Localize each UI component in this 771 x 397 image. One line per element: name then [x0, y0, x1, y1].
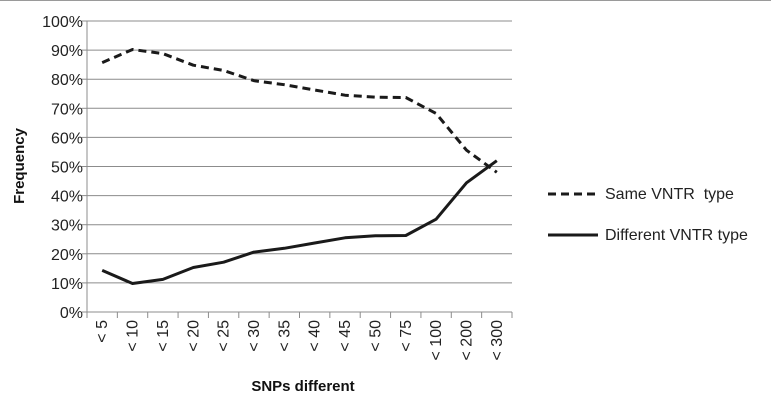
y-tick-label: 80% — [51, 72, 83, 89]
x-axis-ticks: < 5 < 10 < 15 < 20 < 25 < 30 < 35 < 40 < 45 < 50 <… — [86, 312, 513, 361]
legend-label-same-vntr: Same VNTR type — [605, 186, 734, 203]
x-tick-label: < 40 — [307, 320, 324, 352]
series-line-same-vntr — [101, 48, 498, 174]
x-tick-label: < 100 — [428, 320, 445, 361]
series-line-different-vntr — [101, 159, 498, 285]
legend-label-different-vntr: Different VNTR type — [605, 227, 748, 244]
y-tick-label: 30% — [51, 218, 83, 235]
x-tick-label: < 50 — [367, 320, 384, 352]
x-tick-label: < 15 — [155, 320, 172, 352]
y-tick-label: 50% — [51, 160, 83, 177]
y-tick-label: 10% — [51, 276, 83, 293]
x-tick-label: < 10 — [125, 320, 142, 352]
x-tick-label: < 5 — [94, 320, 111, 343]
x-tick-label: < 45 — [337, 320, 354, 352]
y-axis-title: Frequency — [11, 127, 28, 204]
y-tick-label: 90% — [51, 43, 83, 60]
x-axis-title: SNPs different — [251, 378, 354, 395]
y-tick-label: 20% — [51, 247, 83, 264]
legend: Same VNTR type Different VNTR type — [548, 186, 748, 244]
x-tick-label: < 35 — [276, 320, 293, 352]
x-tick-label: < 75 — [398, 320, 415, 352]
x-tick-label: < 200 — [458, 320, 475, 361]
y-tick-label: 0% — [60, 305, 83, 322]
y-axis-ticks: 0% 10% 20% 30% 40% 50% 60% 70% 80% 90% 100% — [42, 14, 87, 322]
y-tick-label: 70% — [51, 101, 83, 118]
y-tick-label: 100% — [42, 14, 83, 31]
x-tick-label: < 20 — [185, 320, 202, 352]
y-tick-label: 40% — [51, 189, 83, 206]
x-tick-label: < 300 — [489, 320, 506, 361]
x-tick-label: < 25 — [216, 320, 233, 352]
series-lines — [101, 48, 498, 285]
y-tick-label: 60% — [51, 130, 83, 147]
x-tick-label: < 30 — [246, 320, 263, 352]
top-border — [0, 0, 771, 1]
gridlines — [87, 20, 512, 284]
